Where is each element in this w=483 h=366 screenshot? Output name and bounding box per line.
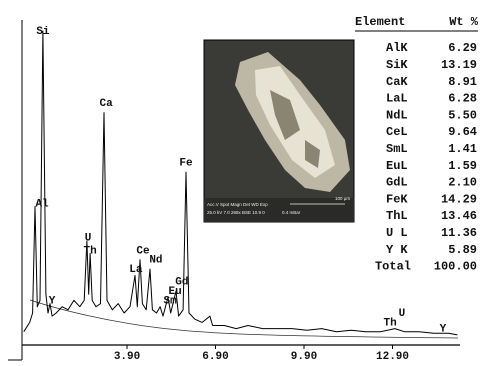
weight-percent: 11.36	[441, 226, 477, 240]
weight-percent: 5.89	[448, 243, 477, 257]
element-name: U L	[386, 226, 408, 240]
element-name: Y K	[386, 243, 408, 257]
peak-label: Al	[35, 198, 49, 210]
element-name: CaK	[386, 75, 408, 89]
table-header: Element	[355, 15, 405, 29]
x-tick-label: 9.90	[291, 351, 317, 363]
peak-label: Y	[49, 295, 56, 307]
element-name: SmL	[386, 142, 408, 156]
element-name: LaL	[386, 92, 408, 106]
peak-label: U	[85, 233, 92, 245]
peak-label: Y	[440, 324, 447, 336]
table-header: Wt %	[449, 15, 479, 29]
micrograph-pressure: 0.4 mBar	[282, 210, 301, 215]
weight-percent: 13.19	[441, 58, 477, 72]
micrograph-settings: 25.0 kV 7.0 268x BSE 10.9 0	[207, 210, 265, 215]
peak-label: Ce	[136, 245, 150, 257]
chart: Acc.V Spot Magn Det WD Exp 25.0 kV 7.0 2…	[0, 0, 483, 366]
element-name: AlK	[386, 41, 408, 55]
weight-percent: 9.64	[448, 125, 477, 139]
peak-label: U	[399, 308, 406, 320]
peak-label: Nd	[149, 255, 162, 267]
weight-percent: 6.28	[448, 92, 477, 106]
weight-percent: 8.91	[448, 75, 477, 89]
weight-percent: 6.29	[448, 41, 477, 55]
micrograph: Acc.V Spot Magn Det WD Exp 25.0 kV 7.0 2…	[204, 40, 354, 222]
peak-label: Sm	[163, 295, 177, 307]
element-name: SiK	[386, 58, 408, 72]
peak-label: Si	[36, 26, 50, 38]
weight-percent: 100.00	[434, 260, 477, 274]
peak-label: Ca	[99, 98, 113, 110]
element-name: GdL	[386, 176, 408, 190]
weight-percent: 14.29	[441, 192, 477, 206]
x-tick-label: 12.90	[376, 351, 409, 363]
micrograph-header: Acc.V Spot Magn Det WD Exp	[207, 202, 268, 207]
peak-label: La	[129, 264, 143, 276]
micrograph-scale: 100 µm	[335, 196, 350, 201]
weight-percent: 1.59	[448, 159, 477, 173]
peak-label: Th	[84, 245, 97, 257]
element-name: EuL	[386, 159, 408, 173]
weight-percent: 13.46	[441, 209, 477, 223]
element-name: CeL	[386, 125, 408, 139]
element-name: ThL	[386, 209, 408, 223]
element-name: Total	[375, 260, 411, 274]
x-tick-label: 3.90	[114, 351, 140, 363]
x-tick-label: 6.90	[202, 351, 228, 363]
element-name: FeK	[386, 192, 408, 206]
weight-percent: 5.50	[448, 108, 477, 122]
peak-label: Th	[384, 317, 397, 329]
peak-label: Fe	[179, 158, 193, 170]
weight-percent: 1.41	[448, 142, 477, 156]
weight-percent: 2.10	[448, 176, 477, 190]
element-name: NdL	[386, 108, 408, 122]
